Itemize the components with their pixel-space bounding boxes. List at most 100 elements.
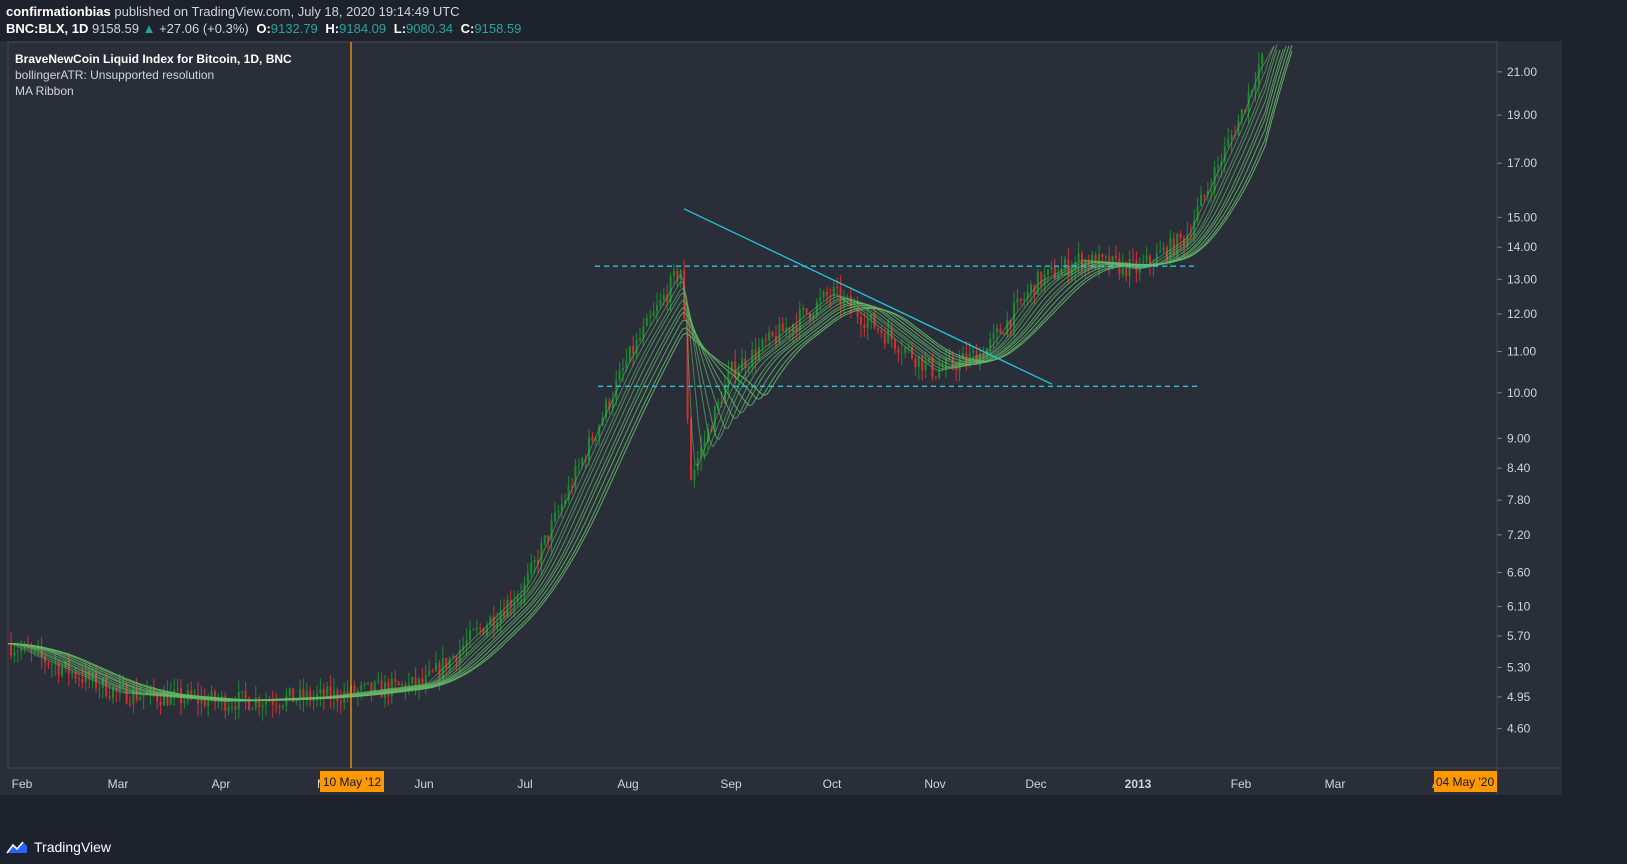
candle-body <box>652 311 655 317</box>
candle-body <box>98 687 101 689</box>
candle-body <box>428 670 431 675</box>
candle-body <box>1050 266 1053 270</box>
ma-ribbon-line <box>8 50 1293 701</box>
candle-body <box>169 693 172 705</box>
candle-body <box>608 400 611 409</box>
candle-body <box>278 706 281 708</box>
candle-body <box>418 678 420 688</box>
candle-body <box>826 291 828 296</box>
candle-body <box>139 697 142 700</box>
candle-body <box>934 376 937 378</box>
time-tick-label: Aug <box>617 777 638 791</box>
candle-body <box>1111 255 1114 268</box>
candle-body <box>856 305 859 317</box>
candle-body <box>887 329 890 344</box>
candle-body <box>955 366 958 371</box>
candle-body <box>1196 206 1199 221</box>
candle-body <box>200 696 203 704</box>
candle-body <box>591 437 594 441</box>
candle-body <box>696 458 699 470</box>
price-tick-label: 7.20 <box>1507 528 1531 542</box>
candle-body <box>900 352 903 354</box>
price-tick-label: 4.60 <box>1507 722 1531 736</box>
candle-body <box>771 331 774 336</box>
candle-body <box>363 683 366 686</box>
footer-brand[interactable]: TradingView <box>34 839 112 855</box>
candle-body <box>1132 259 1134 261</box>
candle-body <box>550 520 553 542</box>
candle-body <box>1162 247 1165 252</box>
candle-body <box>506 599 509 617</box>
candle-body <box>183 700 186 704</box>
time-tick-label: Feb <box>12 777 33 791</box>
price-change: +27.06 (+0.3%) <box>159 21 249 36</box>
candle-body <box>462 645 465 650</box>
price-tick-label: 17.00 <box>1507 156 1537 170</box>
candle-body <box>326 686 329 698</box>
candle-body <box>713 406 716 433</box>
candle-body <box>353 685 356 695</box>
candle-body <box>489 616 492 626</box>
plot-background <box>0 41 1562 795</box>
candle-body <box>333 690 335 700</box>
candle-body <box>730 361 733 372</box>
time-tick-label: Apr <box>212 777 231 791</box>
price-tick-label: 9.00 <box>1507 431 1531 445</box>
candle-body <box>802 308 805 310</box>
candle-body <box>659 299 662 306</box>
candle-body <box>125 684 128 704</box>
candle-body <box>1036 271 1039 295</box>
candle-body <box>703 441 706 447</box>
candle-body <box>1166 247 1168 261</box>
candle-body <box>50 664 53 666</box>
high-value: 9184.09 <box>339 21 387 36</box>
candle-body <box>411 677 414 684</box>
candle-body <box>112 687 114 698</box>
candle-body <box>129 703 131 705</box>
candle-body <box>482 628 485 634</box>
candle-body <box>628 346 631 362</box>
candle-body <box>74 671 77 679</box>
candle-body <box>241 690 244 693</box>
candle-body <box>319 689 322 694</box>
candle-body <box>666 294 669 302</box>
candle-body <box>645 317 648 327</box>
candle-body <box>676 270 679 281</box>
candle-body <box>479 627 482 629</box>
candle-body <box>1169 237 1172 261</box>
tradingview-logo-icon[interactable] <box>6 840 28 854</box>
candle-body <box>190 690 193 697</box>
candle-body <box>88 670 91 680</box>
candle-body <box>968 352 971 363</box>
candle-body <box>370 682 373 693</box>
candle-body <box>792 324 794 332</box>
candle-body <box>166 692 169 705</box>
legend-indicator-1: bollingerATR: Unsupported resolution <box>15 68 214 82</box>
candle-body <box>397 681 400 686</box>
candle-body <box>1053 266 1056 279</box>
candle-body <box>81 678 84 683</box>
candle-body <box>577 465 580 467</box>
candle-body <box>421 678 424 685</box>
candle-body <box>251 708 254 710</box>
candle-body <box>571 485 573 488</box>
candle-body <box>639 338 641 341</box>
candle-body <box>1081 253 1083 270</box>
candle-body <box>897 348 900 354</box>
candle-body <box>673 270 675 277</box>
candle-body <box>849 296 852 309</box>
candle-body <box>305 691 308 700</box>
ohlc-line: BNC:BLX, 1D 9158.59 ▲ +27.06 (+0.3%) O:9… <box>6 20 1606 37</box>
legend-indicator-2: MA Ribbon <box>15 84 74 98</box>
candle-body <box>727 371 730 385</box>
candle-body <box>346 691 349 695</box>
candle-body <box>741 358 743 371</box>
candle-body <box>622 367 624 371</box>
price-tick-label: 21.00 <box>1507 65 1537 79</box>
candle-body <box>203 696 206 707</box>
candle-body <box>744 358 747 369</box>
candle-body <box>1084 259 1087 270</box>
author-name[interactable]: confirmationbias <box>6 4 111 19</box>
